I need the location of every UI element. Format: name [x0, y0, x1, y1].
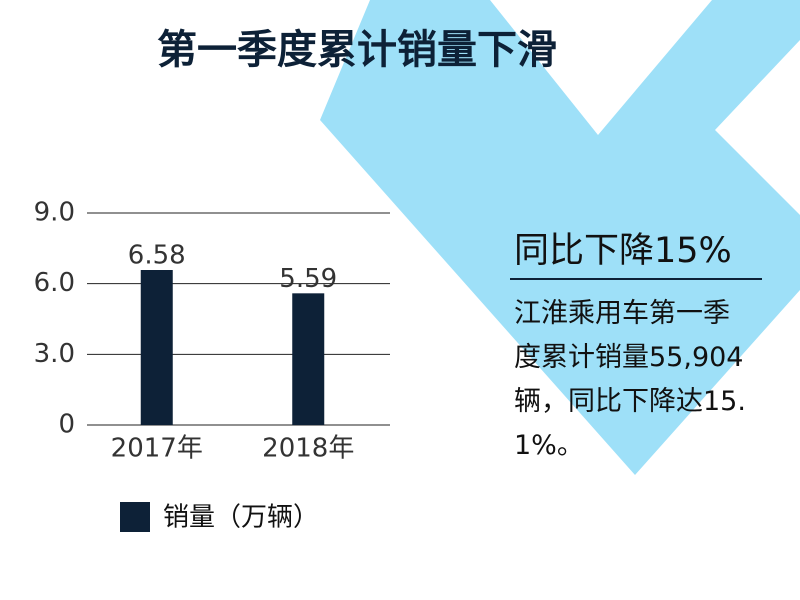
x-tick-label: 2017年 — [111, 434, 203, 464]
annotation-title: 同比下降15% — [514, 231, 732, 271]
annotation-rule — [510, 278, 762, 280]
y-tick-label: 6.0 — [34, 268, 75, 298]
legend-label: 销量（万辆） — [163, 503, 319, 533]
y-tick-label: 3.0 — [34, 339, 75, 369]
data-label: 5.59 — [279, 264, 337, 294]
x-tick-label: 2018年 — [262, 434, 354, 464]
bar — [140, 270, 173, 425]
y-tick-label: 0 — [58, 410, 75, 440]
chart-title: 第一季度累计销量下滑 — [157, 27, 557, 73]
legend-swatch — [120, 502, 150, 532]
bar — [292, 293, 325, 425]
background-arrow — [320, 0, 800, 475]
annotation-text: 江淮乘用车第一季度累计销量55,904辆，同比下降达15.1%。 — [514, 298, 746, 461]
y-tick-label: 9.0 — [34, 198, 75, 228]
data-label: 6.58 — [128, 241, 186, 271]
